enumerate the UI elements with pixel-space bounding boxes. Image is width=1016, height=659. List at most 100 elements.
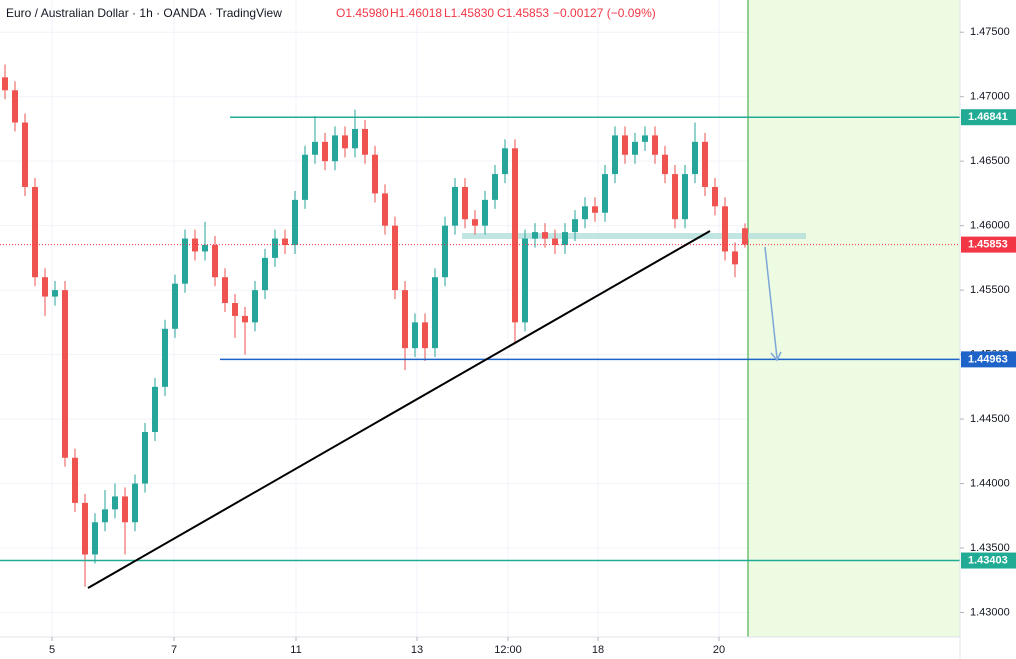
last-price-label: 1.45853 — [968, 239, 1008, 251]
y-tick-label: 1.46500 — [970, 155, 1010, 167]
candle-body — [152, 386, 158, 432]
candle-body — [72, 457, 78, 503]
candle-body — [202, 245, 208, 252]
ohlc-change: −0.00127 (−0.09%) — [553, 6, 656, 20]
candle-body — [572, 219, 578, 233]
candle-body — [62, 290, 68, 458]
candle-body — [32, 186, 38, 278]
candle-body — [312, 141, 318, 155]
candle-body — [242, 315, 248, 323]
arrow-head — [770, 351, 782, 362]
candle-body — [322, 141, 328, 162]
candle-body — [42, 277, 48, 297]
candle-body — [482, 199, 488, 226]
y-tick-label: 1.43500 — [970, 542, 1010, 554]
candle-body — [212, 245, 218, 278]
candle-body — [502, 148, 508, 175]
candle-body — [602, 174, 608, 213]
candle-body — [652, 135, 658, 155]
y-tick-label: 1.44500 — [970, 413, 1010, 425]
candle-body — [112, 496, 118, 510]
x-tick-label: 5 — [49, 644, 55, 656]
candle-body — [252, 290, 258, 323]
level-label-bg — [961, 109, 1016, 126]
candle-body — [392, 225, 398, 291]
x-tick-label: 13 — [411, 644, 423, 656]
candle-body — [672, 174, 678, 220]
x-tick-label: 12:00 — [494, 644, 522, 656]
axes: 1.475001.470001.465001.460001.455001.450… — [49, 26, 1016, 656]
candle-body — [122, 496, 128, 523]
plot — [0, 64, 960, 587]
level-label-bg — [961, 552, 1016, 569]
x-tick-label: 11 — [290, 644, 301, 656]
candle-body — [232, 303, 238, 316]
candle-body — [172, 283, 178, 329]
candle-body — [402, 290, 408, 349]
candle-body — [632, 141, 638, 155]
ohlc-open: O1.45980 — [336, 6, 389, 20]
candle-body — [552, 238, 558, 245]
candle-body — [742, 228, 748, 245]
candle-body — [92, 522, 98, 555]
candle-body — [522, 238, 528, 323]
candle-body — [292, 199, 298, 245]
candle-body — [262, 257, 268, 291]
candle-body — [492, 174, 498, 200]
level-label: 1.46841 — [968, 111, 1008, 123]
target-zone — [748, 0, 960, 637]
candle-body — [302, 154, 308, 200]
candle-body — [712, 186, 718, 207]
candle-body — [562, 232, 568, 245]
x-tick-label: 18 — [592, 644, 604, 656]
candle-body — [412, 322, 418, 349]
candle-body — [142, 431, 148, 484]
candle-body — [622, 135, 628, 155]
y-tick-label: 1.43000 — [970, 606, 1010, 618]
candle-body — [272, 238, 278, 258]
x-tick-label: 7 — [171, 644, 177, 656]
candle-body — [12, 90, 18, 123]
chart-title: Euro / Australian Dollar · 1h · OANDA · … — [6, 6, 282, 20]
candle-body — [282, 238, 288, 245]
arrow — [764, 246, 778, 359]
candle-body — [222, 277, 228, 304]
candle-body — [732, 251, 738, 265]
candle-body — [362, 128, 368, 155]
y-tick-label: 1.46000 — [970, 220, 1010, 232]
candle-body — [682, 174, 688, 220]
candle-body — [722, 206, 728, 252]
candle-body — [612, 135, 618, 175]
support-box — [462, 233, 806, 239]
candle-body — [52, 290, 58, 297]
candle-body — [82, 502, 88, 555]
candle-body — [702, 141, 708, 187]
y-tick-label: 1.44000 — [970, 477, 1010, 489]
candle-body — [182, 238, 188, 284]
trendline — [87, 230, 711, 589]
candle-body — [332, 135, 338, 162]
candle-body — [2, 77, 8, 91]
candle-body — [162, 328, 168, 387]
candle-body — [422, 322, 428, 349]
y-tick-label: 1.47500 — [970, 26, 1010, 38]
candle-body — [542, 232, 548, 239]
candle-body — [462, 186, 468, 220]
candle-body — [432, 277, 438, 349]
candle-body — [512, 148, 518, 323]
level-label: 1.43403 — [968, 554, 1008, 566]
candle-body — [102, 509, 108, 523]
candle-body — [382, 193, 388, 226]
candle-body — [442, 225, 448, 278]
candle-body — [372, 154, 378, 194]
candle-body — [642, 135, 648, 142]
candle-body — [692, 141, 698, 175]
level-label: 1.44963 — [968, 353, 1008, 365]
ohlc-close: C1.45853 — [497, 6, 549, 20]
candle-body — [452, 186, 458, 226]
y-tick-label: 1.47000 — [970, 91, 1010, 103]
candle-body — [352, 128, 358, 149]
candle-body — [582, 206, 588, 220]
candle-body — [532, 232, 538, 239]
